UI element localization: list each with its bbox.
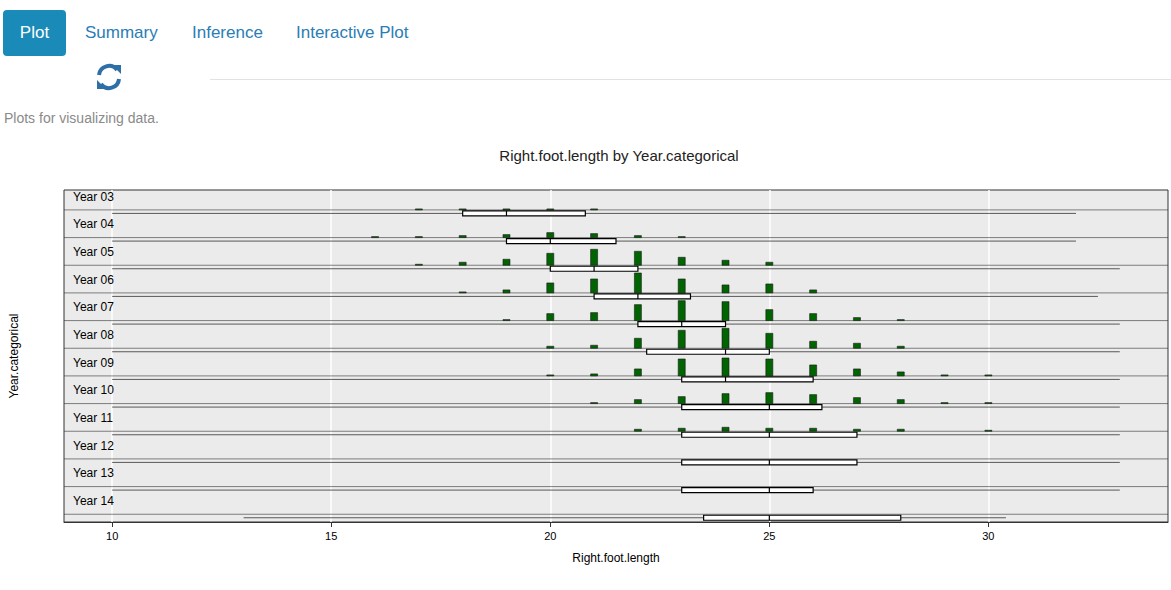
- html-text:Plots for visualizing data.: Plots for visualizing data.: [4, 110, 159, 126]
- svg-text:Year 11: Year 11: [73, 411, 113, 425]
- svg-text:Year 04: Year 04: [73, 217, 114, 231]
- html-text:Plot: Plot: [19, 23, 50, 42]
- svg-text:Year 12: Year 12: [73, 439, 114, 453]
- svg-text:Year 03: Year 03: [73, 190, 114, 204]
- svg-text:Right.foot.length: Right.foot.length: [572, 551, 659, 565]
- svg-text:Year 07: Year 07: [73, 300, 114, 314]
- svg-text:Year 08: Year 08: [73, 328, 114, 342]
- svg-text:Year 13: Year 13: [73, 466, 114, 480]
- svg-text:Year 06: Year 06: [73, 273, 114, 287]
- svg-text:Year 14: Year 14: [73, 494, 114, 508]
- html-text:Interactive Plot: Interactive Plot: [296, 23, 409, 42]
- html-text:Inference: Inference: [192, 23, 263, 42]
- svg-text:Year.categorical: Year.categorical: [7, 314, 21, 399]
- html-text:Summary: Summary: [85, 23, 158, 42]
- svg-text:15: 15: [325, 530, 337, 542]
- svg-text:20: 20: [544, 530, 556, 542]
- svg-text:Year 10: Year 10: [73, 383, 114, 397]
- svg-text:30: 30: [982, 530, 994, 542]
- svg-text:Right.foot.length by Year.cate: Right.foot.length by Year.categorical: [499, 147, 738, 164]
- svg-text:10: 10: [106, 530, 118, 542]
- svg-text:25: 25: [763, 530, 775, 542]
- svg-text:Year 05: Year 05: [73, 245, 114, 259]
- svg-text:Year 09: Year 09: [73, 356, 114, 370]
